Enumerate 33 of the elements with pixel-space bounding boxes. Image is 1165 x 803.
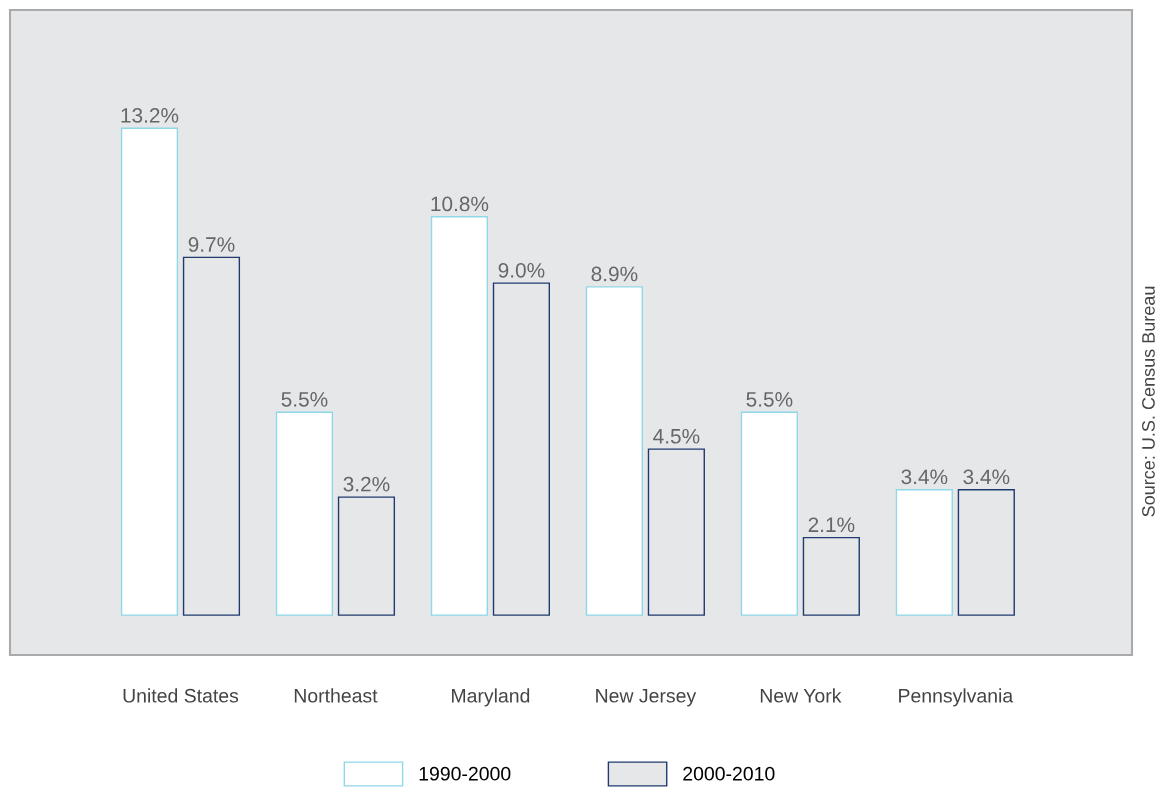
data-label: 5.5% xyxy=(281,392,328,407)
x-tick-label: Northeast xyxy=(294,688,378,703)
legend-label: 2000-2010 xyxy=(683,766,775,781)
bar xyxy=(647,448,705,616)
bar xyxy=(337,496,396,616)
bar xyxy=(120,127,179,616)
bar xyxy=(430,216,489,616)
data-label: 8.9% xyxy=(591,266,638,282)
bar xyxy=(957,489,1015,616)
data-label: 9.7% xyxy=(188,237,235,252)
bar xyxy=(492,282,550,616)
bar xyxy=(895,489,953,616)
x-tick-label: Maryland xyxy=(452,688,530,707)
legend-label: 1990-2000 xyxy=(419,766,511,781)
data-label: 5.5% xyxy=(746,392,793,407)
bar xyxy=(275,411,334,616)
data-label: 2.1% xyxy=(808,517,855,533)
data-label: 3.4% xyxy=(963,469,1010,485)
data-label: 10.8% xyxy=(431,196,489,212)
data-label: 9.0% xyxy=(498,262,545,278)
bar xyxy=(585,286,643,616)
bar xyxy=(740,411,798,616)
data-label: 3.2% xyxy=(343,476,390,492)
data-label: 13.2% xyxy=(121,108,179,123)
source-note: Source: U.S. Census Bureau xyxy=(1142,286,1155,517)
data-label: 4.5% xyxy=(653,428,700,444)
x-tick-label: New York xyxy=(760,688,842,703)
bar xyxy=(182,256,241,616)
x-tick-label: United States xyxy=(123,688,239,703)
x-tick-label: New Jersey xyxy=(596,689,697,707)
data-label: 3.4% xyxy=(901,469,948,485)
x-tick-label: Pennsylvania xyxy=(899,688,1014,707)
bar xyxy=(802,536,860,616)
